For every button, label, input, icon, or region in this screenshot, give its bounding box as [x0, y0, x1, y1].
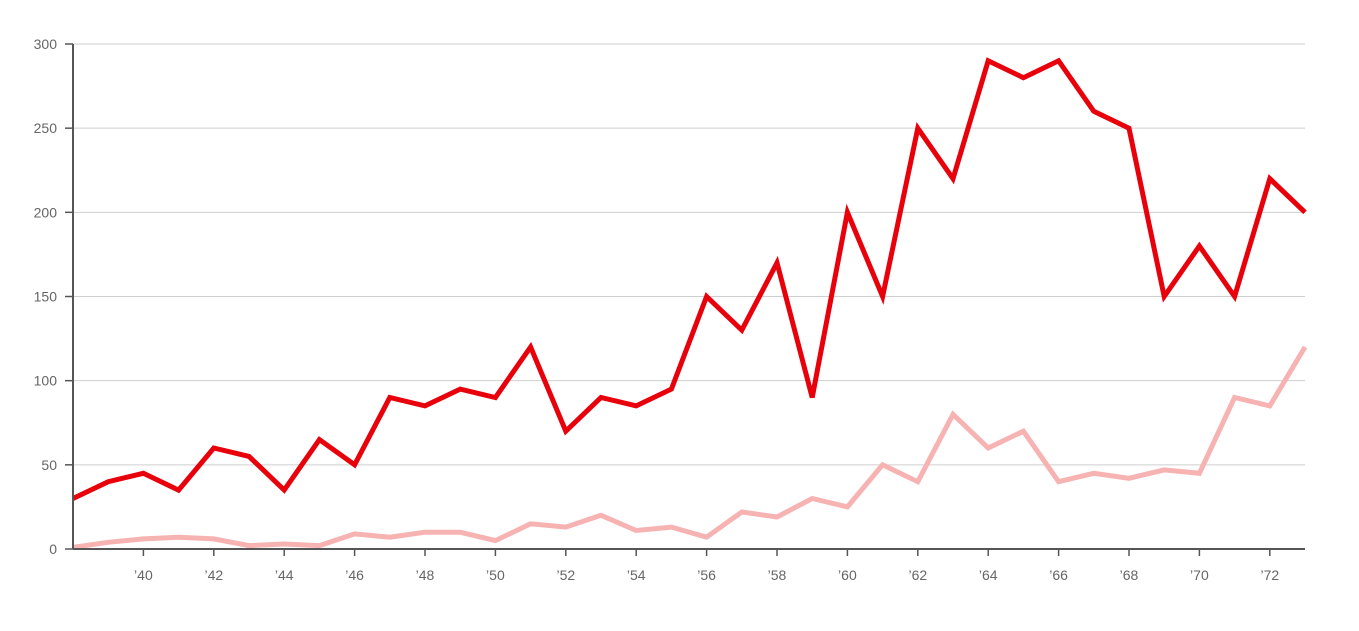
x-tick-label: ’68 — [1120, 567, 1139, 583]
x-tick-label: ’48 — [416, 567, 435, 583]
x-tick-label: ’42 — [204, 567, 223, 583]
series-lines — [71, 57, 1308, 550]
y-tick-label: 150 — [34, 289, 58, 305]
x-tick-label: ’40 — [134, 567, 153, 583]
y-tick-label: 300 — [34, 36, 58, 52]
x-tick-label: ’56 — [697, 567, 716, 583]
y-tick-label: 50 — [41, 457, 57, 473]
x-tick-label: ’52 — [556, 567, 575, 583]
y-tick-label: 200 — [34, 204, 58, 220]
x-tick-label: ’70 — [1190, 567, 1209, 583]
x-tick-label: ’66 — [1049, 567, 1068, 583]
x-tick-label: ’62 — [908, 567, 927, 583]
y-tick-label: 250 — [34, 120, 58, 136]
x-tick-label: ’54 — [627, 567, 646, 583]
y-axis-ticks: 0 50 100 150 200 250 300 — [34, 36, 73, 557]
y-tick-label: 0 — [49, 541, 57, 557]
x-tick-label: ’64 — [979, 567, 998, 583]
x-tick-label: ’58 — [768, 567, 787, 583]
series-line-2 — [72, 345, 1308, 550]
x-tick-label: ’50 — [486, 567, 505, 583]
y-tick-label: 100 — [34, 373, 58, 389]
gridlines — [73, 43, 1305, 466]
x-axis-ticks: ’40 ’42 ’44 ’46 ’48 ’50 ’52 ’54 ’56 ’58 ’60 ’62 ’64 ’… — [134, 549, 1279, 583]
x-tick-label: ’60 — [838, 567, 857, 583]
x-tick-label: ’44 — [275, 567, 294, 583]
x-tick-label: ’46 — [345, 567, 364, 583]
series-line-1 — [71, 57, 1307, 501]
x-tick-label: ’72 — [1260, 567, 1279, 583]
